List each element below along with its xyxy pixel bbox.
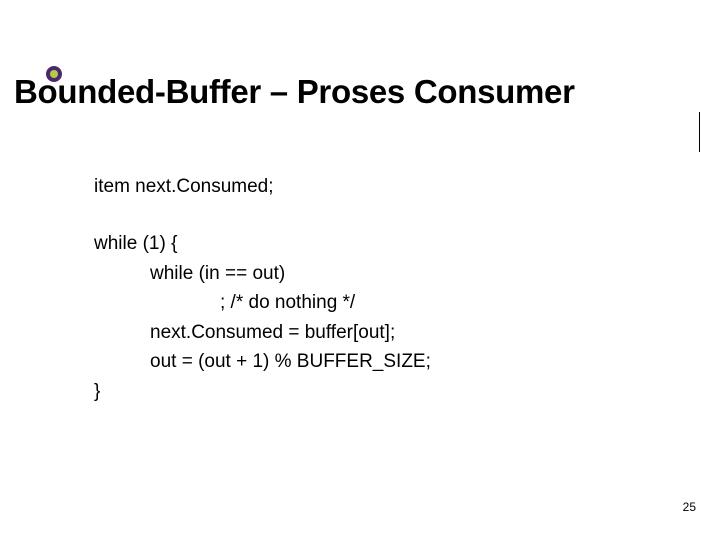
code-line-3: while (in == out): [94, 259, 680, 288]
slide-title: Bounded-Buffer – Proses Consumer: [14, 74, 706, 110]
title-container: Bounded-Buffer – Proses Consumer: [14, 74, 706, 110]
blank-line: [94, 201, 680, 229]
code-line-6: out = (out + 1) % BUFFER_SIZE;: [94, 347, 680, 376]
code-line-1: item next.Consumed;: [94, 172, 680, 201]
page-number: 25: [683, 500, 696, 514]
code-line-4: ; /* do nothing */: [94, 288, 680, 317]
code-line-2: while (1) {: [94, 229, 680, 258]
slide-body: item next.Consumed; while (1) { while (i…: [94, 172, 680, 406]
title-vertical-rule: [699, 112, 700, 152]
slide: Bounded-Buffer – Proses Consumer item ne…: [0, 0, 720, 540]
code-line-5: next.Consumed = buffer[out];: [94, 318, 680, 347]
code-line-7: }: [94, 377, 680, 406]
